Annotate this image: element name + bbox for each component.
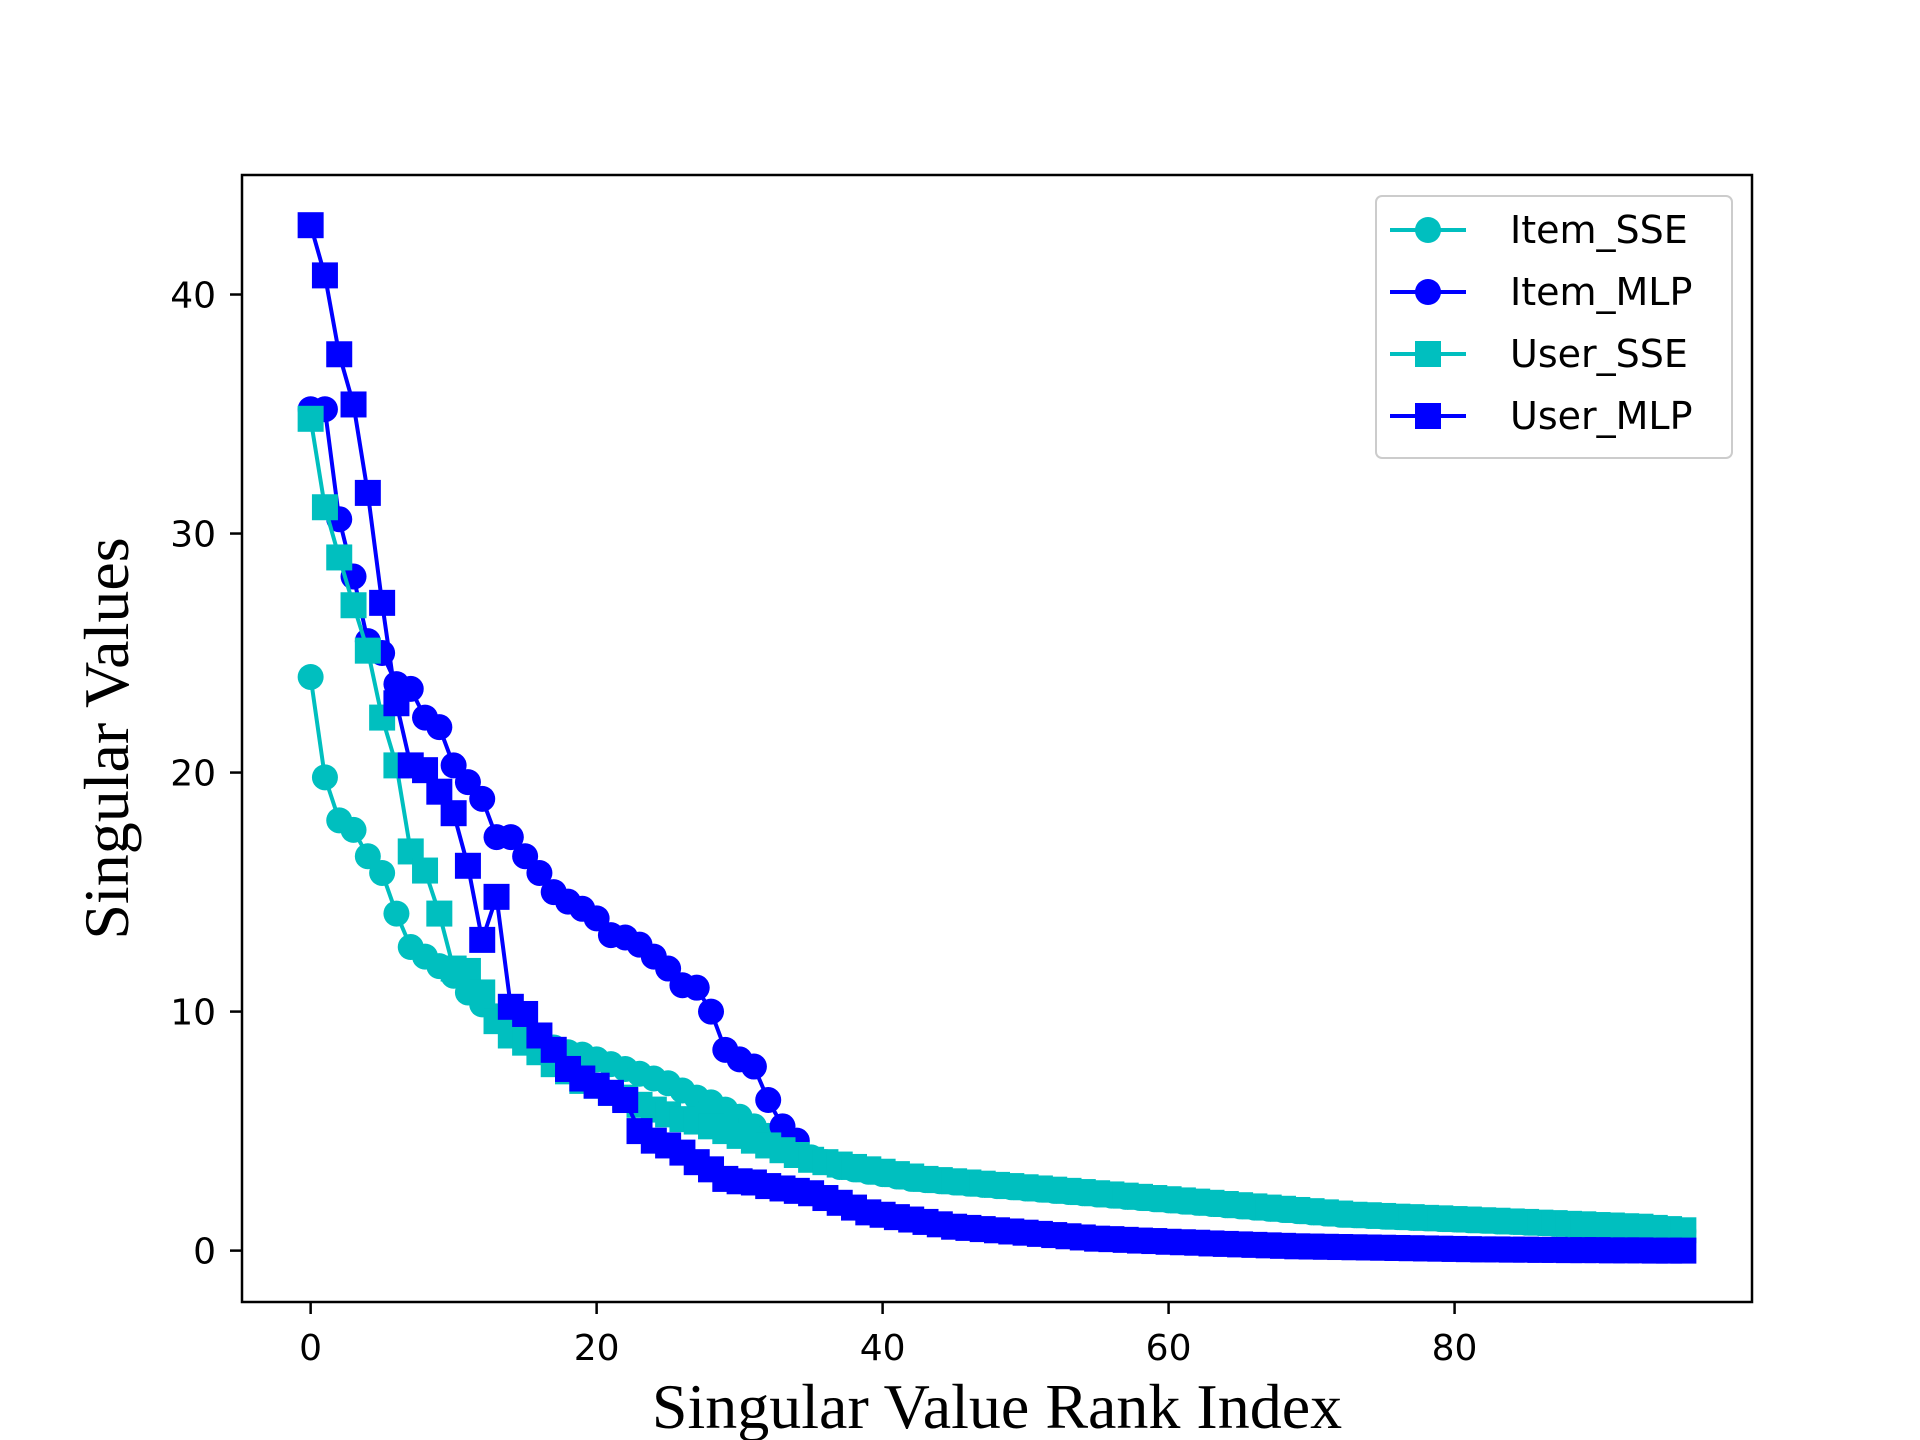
data-point-square — [311, 262, 338, 289]
legend-item-user-sse: User_SSE — [1390, 332, 1688, 376]
data-point-circle — [683, 974, 710, 1001]
data-point-circle — [426, 714, 453, 741]
axes-layer: 0 20 40 60 80 0 10 20 30 40 — [170, 276, 1477, 1369]
legend-label: Item_MLP — [1510, 270, 1692, 314]
data-point-circle — [369, 859, 396, 886]
data-point-square — [297, 212, 324, 239]
data-point-circle — [740, 1053, 767, 1080]
data-point-circle — [526, 859, 553, 886]
data-point-square — [483, 883, 510, 910]
data-point-square — [340, 391, 367, 418]
data-point-square — [454, 852, 481, 879]
data-point-square — [469, 979, 496, 1006]
y-tick-label: 40 — [170, 276, 216, 317]
y-tick-label: 10 — [170, 993, 216, 1034]
plot-frame — [240, 173, 1754, 1304]
x-tick-label: 40 — [860, 1328, 906, 1369]
y-axis-title: Singular Values — [71, 537, 142, 939]
legend-label: User_SSE — [1510, 332, 1688, 376]
x-tick-label: 20 — [574, 1328, 620, 1369]
legend-item-item-mlp: Item_MLP — [1390, 270, 1692, 314]
y-tick-label: 0 — [193, 1232, 216, 1273]
data-point-square — [369, 589, 396, 616]
data-point-square — [326, 544, 353, 571]
series-user-mlp — [297, 212, 1697, 1264]
y-tick-label: 30 — [170, 515, 216, 556]
data-point-square — [440, 800, 467, 827]
data-point-circle — [755, 1087, 782, 1114]
data-point-square — [469, 926, 496, 953]
data-point-circle — [469, 785, 496, 812]
x-tick-label: 0 — [299, 1328, 322, 1369]
data-point-square — [311, 494, 338, 521]
data-point-square — [354, 479, 381, 506]
legend-item-item-sse: Item_SSE — [1390, 208, 1688, 252]
data-point-square — [426, 900, 453, 927]
data-point-square — [340, 592, 367, 619]
data-point-circle — [297, 663, 324, 690]
data-point-square — [612, 1087, 639, 1114]
data-point-circle — [383, 900, 410, 927]
legend-marker-square — [1415, 403, 1441, 429]
data-point-circle — [311, 764, 338, 791]
x-tick-label: 80 — [1432, 1328, 1478, 1369]
legend-marker-circle — [1415, 217, 1441, 243]
legend-box — [1375, 195, 1733, 459]
data-point-square — [297, 405, 324, 432]
data-point-circle — [698, 998, 725, 1025]
data-point-square — [326, 341, 353, 368]
legend-label: User_MLP — [1510, 394, 1693, 438]
legend-item-user-mlp: User_MLP — [1390, 394, 1693, 438]
data-point-circle — [497, 824, 524, 851]
data-point-square — [412, 857, 439, 884]
x-tick-label: 60 — [1146, 1328, 1192, 1369]
data-point-circle — [340, 816, 367, 843]
legend-marker-circle — [1415, 279, 1441, 305]
x-axis-title: Singular Value Rank Index — [652, 1371, 1342, 1440]
legend-marker-square — [1415, 341, 1441, 367]
legend-label: Item_SSE — [1510, 208, 1688, 252]
y-tick-label: 20 — [170, 754, 216, 795]
legend: Item_SSE Item_MLP User_SSE User_MLP — [1375, 195, 1733, 459]
data-point-square — [383, 690, 410, 717]
data-point-square — [1670, 1237, 1697, 1264]
series-layer — [297, 212, 1697, 1264]
data-point-square — [354, 637, 381, 664]
